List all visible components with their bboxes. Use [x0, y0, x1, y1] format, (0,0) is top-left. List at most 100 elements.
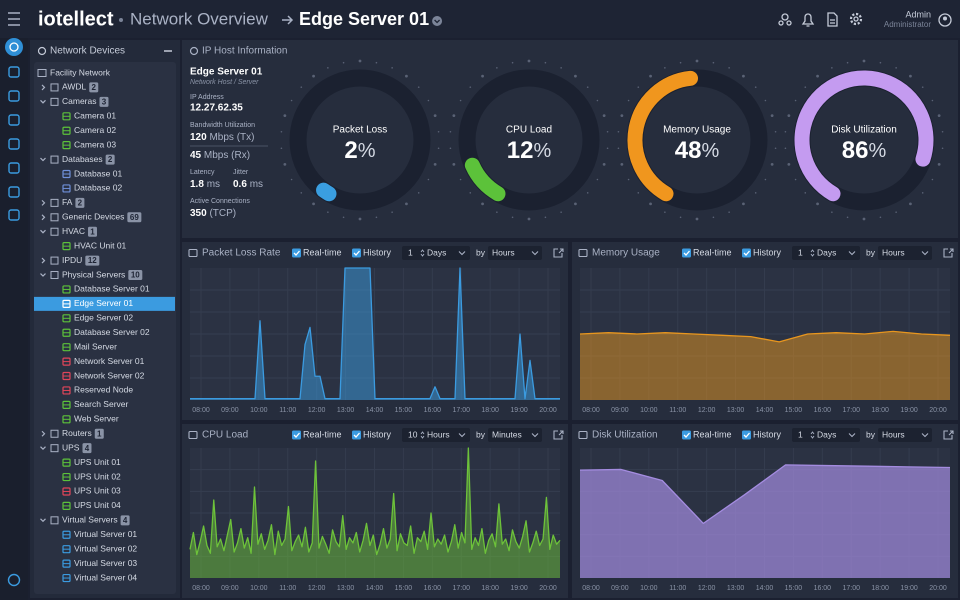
gauge-label: CPU Load: [506, 125, 552, 136]
tree-row[interactable]: Mail Server: [62, 341, 117, 351]
bandwidth-tx-value: 120: [190, 132, 207, 143]
tree-label: Physical Servers: [62, 269, 125, 279]
tree-row[interactable]: Virtual Server 03: [62, 558, 137, 568]
tree-row[interactable]: Network Server 02: [62, 370, 145, 380]
period-select[interactable]: [792, 246, 860, 260]
gauge-tick-dot: [290, 178, 293, 181]
tree-label: Camera 03: [74, 139, 116, 149]
open-external[interactable]: [553, 430, 564, 440]
header-icon[interactable]: [849, 12, 863, 26]
rail-icon[interactable]: [8, 162, 20, 174]
rail-icon[interactable]: [8, 66, 20, 78]
tree-row[interactable]: Web Server: [62, 414, 119, 424]
tree-row[interactable]: Database Server 01: [62, 284, 150, 294]
checkbox[interactable]: [292, 430, 301, 440]
rail-icon[interactable]: [8, 209, 20, 221]
tree-label: Virtual Server 04: [74, 572, 137, 582]
open-external[interactable]: [553, 248, 564, 258]
open-external[interactable]: [943, 430, 954, 440]
tree-row[interactable]: Virtual Servers 4: [40, 515, 130, 526]
checkbox[interactable]: [682, 248, 691, 258]
tree-count: 2: [78, 198, 83, 207]
checkbox[interactable]: [352, 248, 361, 258]
tree-row[interactable]: Virtual Server 01: [62, 529, 137, 539]
x-tick-label: 17:00: [842, 585, 860, 592]
tree-row[interactable]: Virtual Server 04: [62, 572, 137, 582]
tree-row[interactable]: Databases 2: [40, 154, 115, 165]
tree-row[interactable]: Network Server 01: [62, 356, 145, 366]
checkbox[interactable]: [352, 430, 361, 440]
tree-row[interactable]: FA 2: [41, 197, 85, 208]
interval-select[interactable]: [878, 428, 932, 442]
user-avatar[interactable]: [938, 13, 952, 27]
gauge-tick-dot: [770, 163, 774, 166]
tree-row[interactable]: Facility Network: [37, 67, 111, 77]
x-tick-label: 18:00: [871, 407, 889, 414]
tree-row[interactable]: Camera 01: [62, 111, 116, 121]
tree-row[interactable]: UPS Unit 03: [62, 486, 121, 496]
tree-row[interactable]: Routers 1: [41, 428, 104, 439]
gauge-tick-dot: [617, 130, 620, 133]
tree-row[interactable]: UPS Unit 01: [62, 457, 121, 467]
tree-row[interactable]: AWDL 2: [41, 82, 99, 93]
gauge-number: 2: [344, 137, 357, 164]
period-count: 1: [798, 247, 803, 257]
header-icon[interactable]: [801, 13, 815, 27]
interval-select[interactable]: [488, 246, 542, 260]
period-select[interactable]: [792, 428, 860, 442]
period-select[interactable]: [402, 246, 470, 260]
checkbox[interactable]: [682, 430, 691, 440]
page-menu-chevron: [434, 19, 441, 24]
rail-icon[interactable]: [8, 114, 20, 126]
open-external[interactable]: [943, 248, 954, 258]
spinner-arrows: [810, 249, 815, 257]
checkbox[interactable]: [742, 430, 751, 440]
interval-select[interactable]: [488, 428, 542, 442]
gauge-tick-dot: [649, 202, 652, 206]
tree-row[interactable]: HVAC 1: [40, 226, 98, 237]
tree-row[interactable]: Edge Server 01: [34, 296, 175, 311]
tree-row[interactable]: UPS Unit 02: [62, 471, 121, 481]
period-select[interactable]: [402, 428, 470, 442]
tree-row[interactable]: Virtual Server 02: [62, 543, 137, 553]
rail-info-icon[interactable]: [7, 573, 21, 587]
interval-select[interactable]: [878, 246, 932, 260]
header-icon[interactable]: [778, 13, 792, 26]
rail-icon[interactable]: [8, 90, 20, 102]
tree-collapsed-arrow: [41, 214, 46, 221]
rail-active-icon[interactable]: [5, 38, 23, 56]
spinner-arrows: [810, 431, 815, 439]
header-icon[interactable]: [827, 12, 838, 27]
tree-row[interactable]: Camera 02: [62, 125, 116, 135]
checkbox[interactable]: [742, 248, 751, 258]
tree-collapsed-arrow: [41, 199, 46, 206]
tree-label: Database 01: [74, 168, 122, 178]
page-menu-icon[interactable]: [432, 16, 443, 26]
tree-row[interactable]: Database Server 02: [62, 327, 150, 337]
tree-label: HVAC Unit 01: [74, 240, 127, 250]
tree-row[interactable]: UPS 4: [40, 442, 92, 454]
rail-icon[interactable]: [8, 138, 20, 150]
tree-expanded-arrow: [40, 446, 46, 451]
tree-row[interactable]: Edge Server 02: [62, 313, 133, 323]
tree-row[interactable]: Database 02: [62, 183, 122, 193]
tree-row[interactable]: Search Server: [62, 399, 128, 409]
gauge-tick-dot: [511, 61, 514, 64]
tree-row[interactable]: Reserved Node: [62, 385, 133, 395]
tree-row[interactable]: Database 01: [62, 168, 122, 178]
tree-label: Web Server: [74, 414, 119, 424]
tree-row[interactable]: HVAC Unit 01: [62, 240, 127, 250]
tree-row[interactable]: Generic Devices 69: [41, 212, 142, 223]
tree-row[interactable]: Physical Servers 10: [40, 269, 143, 281]
rail-icon[interactable]: [8, 186, 20, 198]
tree-row[interactable]: IPDU 12: [41, 255, 100, 266]
tree-row[interactable]: UPS Unit 04: [62, 500, 121, 510]
menu-button[interactable]: [8, 12, 20, 26]
tree-row[interactable]: Camera 03: [62, 139, 116, 149]
checkbox[interactable]: [292, 248, 301, 258]
tree-row[interactable]: Cameras 3: [40, 96, 109, 107]
tree-label: Mail Server: [74, 341, 117, 351]
gauge-tick-dot: [620, 114, 624, 117]
ip-label: IP Address: [190, 94, 224, 101]
breadcrumb-section[interactable]: Network Overview: [130, 9, 269, 28]
